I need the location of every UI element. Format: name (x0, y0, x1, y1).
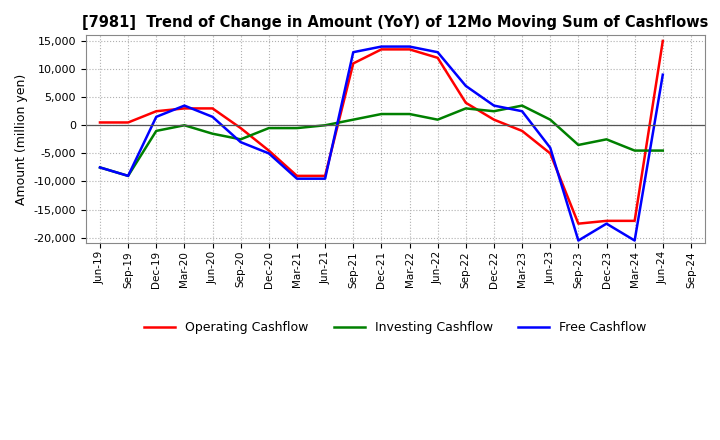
Operating Cashflow (264, 148, 273, 153)
Free Cashflow (462, 83, 470, 88)
Investing Cashflow (574, 142, 582, 147)
Operating Cashflow (292, 173, 301, 179)
Line: Free Cashflow: Free Cashflow (100, 47, 663, 241)
Free Cashflow (602, 221, 611, 226)
Free Cashflow (630, 238, 639, 243)
Operating Cashflow (546, 151, 554, 156)
Investing Cashflow (208, 131, 217, 136)
Operating Cashflow (377, 47, 386, 52)
Investing Cashflow (321, 123, 330, 128)
Operating Cashflow (490, 117, 498, 122)
Investing Cashflow (659, 148, 667, 153)
Operating Cashflow (349, 61, 358, 66)
Operating Cashflow (208, 106, 217, 111)
Operating Cashflow (321, 173, 330, 179)
Free Cashflow (236, 139, 245, 145)
Investing Cashflow (546, 117, 554, 122)
Operating Cashflow (602, 218, 611, 224)
Y-axis label: Amount (million yen): Amount (million yen) (15, 74, 28, 205)
Investing Cashflow (96, 165, 104, 170)
Investing Cashflow (180, 123, 189, 128)
Investing Cashflow (602, 137, 611, 142)
Free Cashflow (208, 114, 217, 120)
Operating Cashflow (659, 38, 667, 44)
Free Cashflow (152, 114, 161, 120)
Investing Cashflow (349, 117, 358, 122)
Free Cashflow (124, 173, 132, 179)
Investing Cashflow (630, 148, 639, 153)
Investing Cashflow (518, 103, 526, 108)
Operating Cashflow (518, 128, 526, 134)
Free Cashflow (433, 50, 442, 55)
Investing Cashflow (236, 137, 245, 142)
Operating Cashflow (236, 125, 245, 131)
Investing Cashflow (462, 106, 470, 111)
Free Cashflow (574, 238, 582, 243)
Title: [7981]  Trend of Change in Amount (YoY) of 12Mo Moving Sum of Cashflows: [7981] Trend of Change in Amount (YoY) o… (82, 15, 708, 30)
Investing Cashflow (264, 125, 273, 131)
Investing Cashflow (490, 109, 498, 114)
Investing Cashflow (124, 173, 132, 179)
Free Cashflow (518, 109, 526, 114)
Free Cashflow (349, 50, 358, 55)
Operating Cashflow (152, 109, 161, 114)
Line: Operating Cashflow: Operating Cashflow (100, 41, 663, 224)
Operating Cashflow (405, 47, 414, 52)
Free Cashflow (96, 165, 104, 170)
Free Cashflow (264, 151, 273, 156)
Free Cashflow (490, 103, 498, 108)
Operating Cashflow (574, 221, 582, 226)
Investing Cashflow (405, 111, 414, 117)
Operating Cashflow (180, 106, 189, 111)
Operating Cashflow (462, 100, 470, 106)
Investing Cashflow (292, 125, 301, 131)
Free Cashflow (292, 176, 301, 181)
Free Cashflow (546, 145, 554, 150)
Operating Cashflow (630, 218, 639, 224)
Free Cashflow (321, 176, 330, 181)
Free Cashflow (377, 44, 386, 49)
Free Cashflow (180, 103, 189, 108)
Operating Cashflow (433, 55, 442, 60)
Operating Cashflow (124, 120, 132, 125)
Investing Cashflow (377, 111, 386, 117)
Investing Cashflow (152, 128, 161, 134)
Operating Cashflow (96, 120, 104, 125)
Investing Cashflow (433, 117, 442, 122)
Line: Investing Cashflow: Investing Cashflow (100, 106, 663, 176)
Legend: Operating Cashflow, Investing Cashflow, Free Cashflow: Operating Cashflow, Investing Cashflow, … (139, 316, 652, 339)
Free Cashflow (405, 44, 414, 49)
Free Cashflow (659, 72, 667, 77)
